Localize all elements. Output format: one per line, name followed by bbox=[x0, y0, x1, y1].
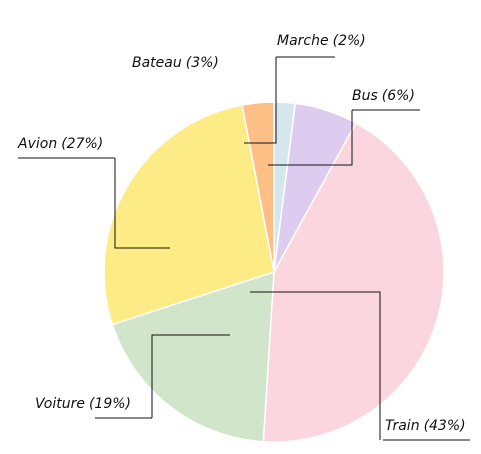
value-label: (2%) bbox=[333, 33, 366, 49]
leader-line bbox=[244, 57, 277, 144]
category-name: Bus bbox=[352, 88, 378, 104]
leader-line bbox=[268, 110, 353, 166]
value-label: (27%) bbox=[61, 136, 103, 152]
category-name: Train bbox=[385, 418, 420, 434]
pie-slice bbox=[262, 122, 445, 443]
slice-label: Avion (27%) bbox=[17, 136, 103, 152]
slice-label: Voiture (19%) bbox=[35, 396, 131, 412]
value-label: (43%) bbox=[424, 418, 466, 434]
leader-line bbox=[114, 158, 170, 249]
category-name: Avion bbox=[17, 136, 57, 152]
slice-label: Train (43%) bbox=[385, 418, 466, 434]
value-label: (3%) bbox=[186, 55, 219, 71]
slice-label: Bus (6%) bbox=[352, 88, 415, 104]
pie-slice bbox=[111, 270, 275, 443]
pie-slice bbox=[103, 104, 275, 326]
category-name: Marche bbox=[277, 33, 329, 49]
leader-line bbox=[151, 334, 230, 418]
category-name: Bateau bbox=[132, 55, 182, 71]
slice-label: Marche (2%) bbox=[277, 33, 366, 49]
value-label: (19%) bbox=[89, 396, 131, 412]
pie-slice bbox=[241, 101, 275, 273]
value-label: (6%) bbox=[382, 88, 415, 104]
category-name: Voiture bbox=[35, 396, 85, 412]
slice-label: Bateau (3%) bbox=[132, 55, 219, 71]
leader-line bbox=[250, 291, 381, 440]
